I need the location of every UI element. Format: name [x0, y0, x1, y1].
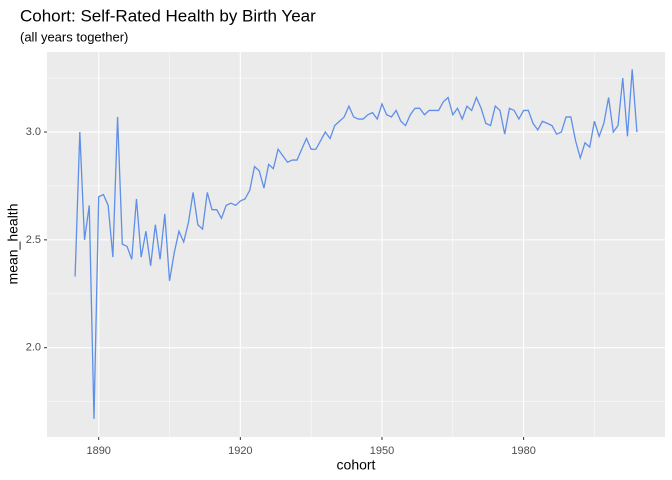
y-tick-label: 2.5 [26, 234, 41, 246]
y-tick-label: 3.0 [26, 126, 41, 138]
data-line [74, 69, 638, 419]
x-axis-label: cohort [337, 457, 376, 473]
y-axis-label: mean_health [5, 204, 21, 285]
x-tick-label: 1950 [370, 445, 394, 457]
chart-subtitle: (all years together) [20, 29, 128, 44]
x-tick-label: 1890 [86, 445, 110, 457]
x-tick-label: 1920 [228, 445, 252, 457]
y-tick-label: 2.0 [26, 342, 41, 354]
chart-title: Cohort: Self-Rated Health by Birth Year [20, 6, 316, 25]
x-tick-label: 1980 [511, 445, 535, 457]
panel [47, 52, 665, 437]
